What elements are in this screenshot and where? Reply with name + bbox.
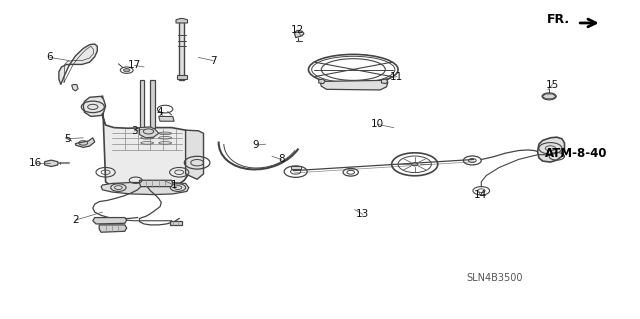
Polygon shape: [320, 80, 388, 90]
Text: 17: 17: [128, 60, 141, 70]
Text: 2: 2: [72, 215, 79, 225]
Text: 5: 5: [64, 134, 70, 144]
Text: FR.: FR.: [547, 13, 570, 26]
Text: 1: 1: [171, 180, 177, 190]
Polygon shape: [179, 19, 184, 80]
Polygon shape: [72, 85, 78, 91]
Polygon shape: [381, 79, 388, 84]
Polygon shape: [542, 94, 556, 99]
Text: 7: 7: [210, 56, 216, 66]
Text: 4: 4: [157, 107, 163, 117]
Text: 9: 9: [253, 140, 259, 150]
Text: 8: 8: [278, 154, 285, 165]
Text: 6: 6: [47, 52, 53, 63]
Polygon shape: [176, 19, 188, 23]
Ellipse shape: [412, 163, 418, 166]
Polygon shape: [101, 182, 189, 195]
Polygon shape: [186, 130, 204, 179]
Polygon shape: [150, 80, 155, 128]
Text: 14: 14: [474, 190, 486, 200]
Text: SLN4B3500: SLN4B3500: [467, 273, 523, 283]
Polygon shape: [102, 96, 189, 192]
Text: 11: 11: [390, 71, 403, 82]
Text: ATM-8-40: ATM-8-40: [545, 147, 607, 160]
Text: 3: 3: [131, 126, 138, 136]
Polygon shape: [76, 138, 95, 147]
Polygon shape: [99, 225, 127, 232]
Polygon shape: [83, 96, 106, 116]
Polygon shape: [45, 160, 58, 167]
Circle shape: [124, 69, 130, 72]
Polygon shape: [140, 80, 144, 128]
Polygon shape: [177, 75, 187, 79]
Text: 13: 13: [356, 209, 369, 219]
Polygon shape: [93, 218, 127, 224]
Text: 15: 15: [546, 79, 559, 90]
Polygon shape: [538, 137, 564, 162]
Text: 16: 16: [29, 158, 42, 168]
Polygon shape: [294, 30, 304, 38]
Text: 10: 10: [371, 119, 384, 130]
Polygon shape: [319, 79, 325, 84]
Polygon shape: [140, 127, 159, 138]
Polygon shape: [291, 166, 301, 169]
Polygon shape: [59, 44, 97, 85]
Polygon shape: [170, 221, 182, 225]
Text: 12: 12: [291, 25, 304, 35]
Polygon shape: [140, 180, 173, 187]
Polygon shape: [159, 116, 174, 121]
